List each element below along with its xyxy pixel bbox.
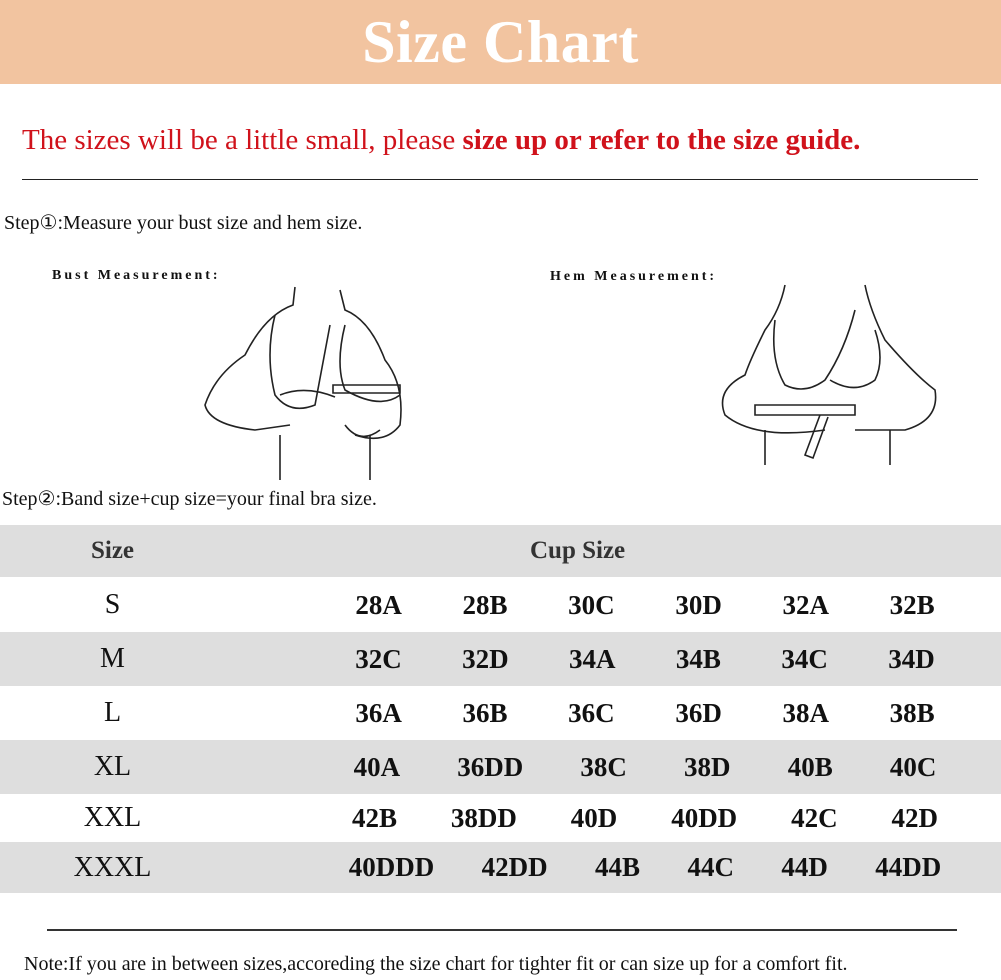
size-cell: XXL — [83, 802, 142, 833]
cup-size-cell: 40A — [353, 751, 401, 782]
table-header: Size Cup Size — [0, 525, 1001, 577]
size-cell: S — [104, 589, 121, 620]
cup-size-cell: 36DD — [457, 751, 524, 782]
cup-size-cell: 34D — [888, 643, 935, 674]
table-row: S 28A 28B 30C 30D 32A 32B — [0, 578, 1001, 632]
cup-size-cell: 44D — [781, 852, 828, 882]
table-row: XXXL 40DDD 42DD 44B 44C 44D 44DD — [0, 842, 1001, 893]
size-cell: XXXL — [73, 851, 152, 883]
size-warning: The sizes will be a little small, please… — [22, 124, 982, 157]
cup-sizes: 40A 36DD 38C 38D 40B 40C — [325, 752, 965, 783]
cup-size-cell: 42C — [791, 802, 838, 833]
divider — [22, 179, 978, 180]
cup-size-cell: 38B — [889, 697, 935, 728]
size-header: Size — [90, 537, 135, 564]
size-cell: M — [100, 643, 125, 674]
cup-size-cell: 28A — [355, 589, 402, 620]
fit-note: Note:If you are in between sizes,accored… — [24, 953, 848, 975]
size-cell: L — [103, 697, 122, 728]
cup-size-cell: 40C — [889, 751, 937, 782]
cup-size-cell: 38A — [782, 697, 829, 728]
cup-size-cell: 40DDD — [348, 852, 435, 882]
cup-size-cell: 34A — [569, 643, 616, 674]
cup-size-cell: 44C — [687, 852, 734, 882]
cup-size-cell: 36D — [675, 697, 722, 728]
cup-size-cell: 28B — [462, 589, 508, 620]
cup-size-cell: 42DD — [481, 852, 548, 882]
cup-size-cell: 32D — [462, 643, 509, 674]
cup-size-cell: 32C — [355, 643, 402, 674]
bust-illustration — [204, 286, 402, 480]
cup-sizes: 28A 28B 30C 30D 32A 32B — [325, 590, 965, 621]
table-row: XXL 42B 38DD 40D 40DD 42C 42D — [0, 794, 1001, 842]
cup-size-cell: 32A — [782, 589, 829, 620]
cup-size-cell: 42D — [891, 802, 939, 833]
cup-size-cell: 44B — [595, 852, 641, 882]
cup-sizes: 42B 38DD 40D 40DD 42C 42D — [325, 803, 965, 834]
cup-size-cell: 30D — [675, 589, 722, 620]
hem-label: Hem Measurement: — [550, 269, 718, 284]
cup-size-cell: 36B — [462, 697, 508, 728]
cup-size-cell: 38C — [580, 751, 627, 782]
cup-size-cell: 40B — [787, 751, 833, 782]
step-1: Step①:Measure your bust size and hem siz… — [4, 212, 363, 234]
bottom-divider — [47, 929, 957, 931]
hem-illustration — [721, 284, 937, 465]
cup-size-cell: 34C — [781, 643, 828, 674]
warning-emphasis: size up or refer to the size guide. — [462, 124, 861, 156]
table-row: XL 40A 36DD 38C 38D 40B 40C — [0, 740, 1001, 794]
cup-size-cell: 30C — [568, 589, 615, 620]
cup-size-cell: 36A — [355, 697, 402, 728]
cup-sizes: 32C 32D 34A 34B 34C 34D — [325, 644, 965, 675]
step-2: Step②:Band size+cup size=your final bra … — [2, 488, 377, 510]
cup-size-cell: 40DD — [671, 802, 738, 833]
warning-text: The sizes will be a little small, please — [22, 124, 463, 156]
title-banner: Size Chart — [0, 0, 1001, 84]
cup-size-header: Cup Size — [530, 537, 626, 564]
size-cell: XL — [93, 751, 132, 782]
bust-label: Bust Measurement: — [52, 268, 221, 283]
cup-size-cell: 44DD — [875, 852, 942, 882]
table-row: L 36A 36B 36C 36D 38A 38B — [0, 686, 1001, 740]
cup-size-cell: 34B — [675, 643, 721, 674]
cup-size-cell: 38DD — [450, 802, 517, 833]
cup-sizes: 36A 36B 36C 36D 38A 38B — [325, 698, 965, 729]
table-row: M 32C 32D 34A 34B 34C 34D — [0, 632, 1001, 686]
cup-sizes: 40DDD 42DD 44B 44C 44D 44DD — [325, 852, 965, 883]
cup-size-cell: 32B — [889, 589, 935, 620]
cup-size-cell: 38D — [684, 751, 731, 782]
cup-size-cell: 42B — [351, 802, 397, 833]
cup-size-cell: 36C — [568, 697, 615, 728]
page-title: Size Chart — [362, 8, 639, 75]
cup-size-cell: 40D — [570, 802, 618, 833]
